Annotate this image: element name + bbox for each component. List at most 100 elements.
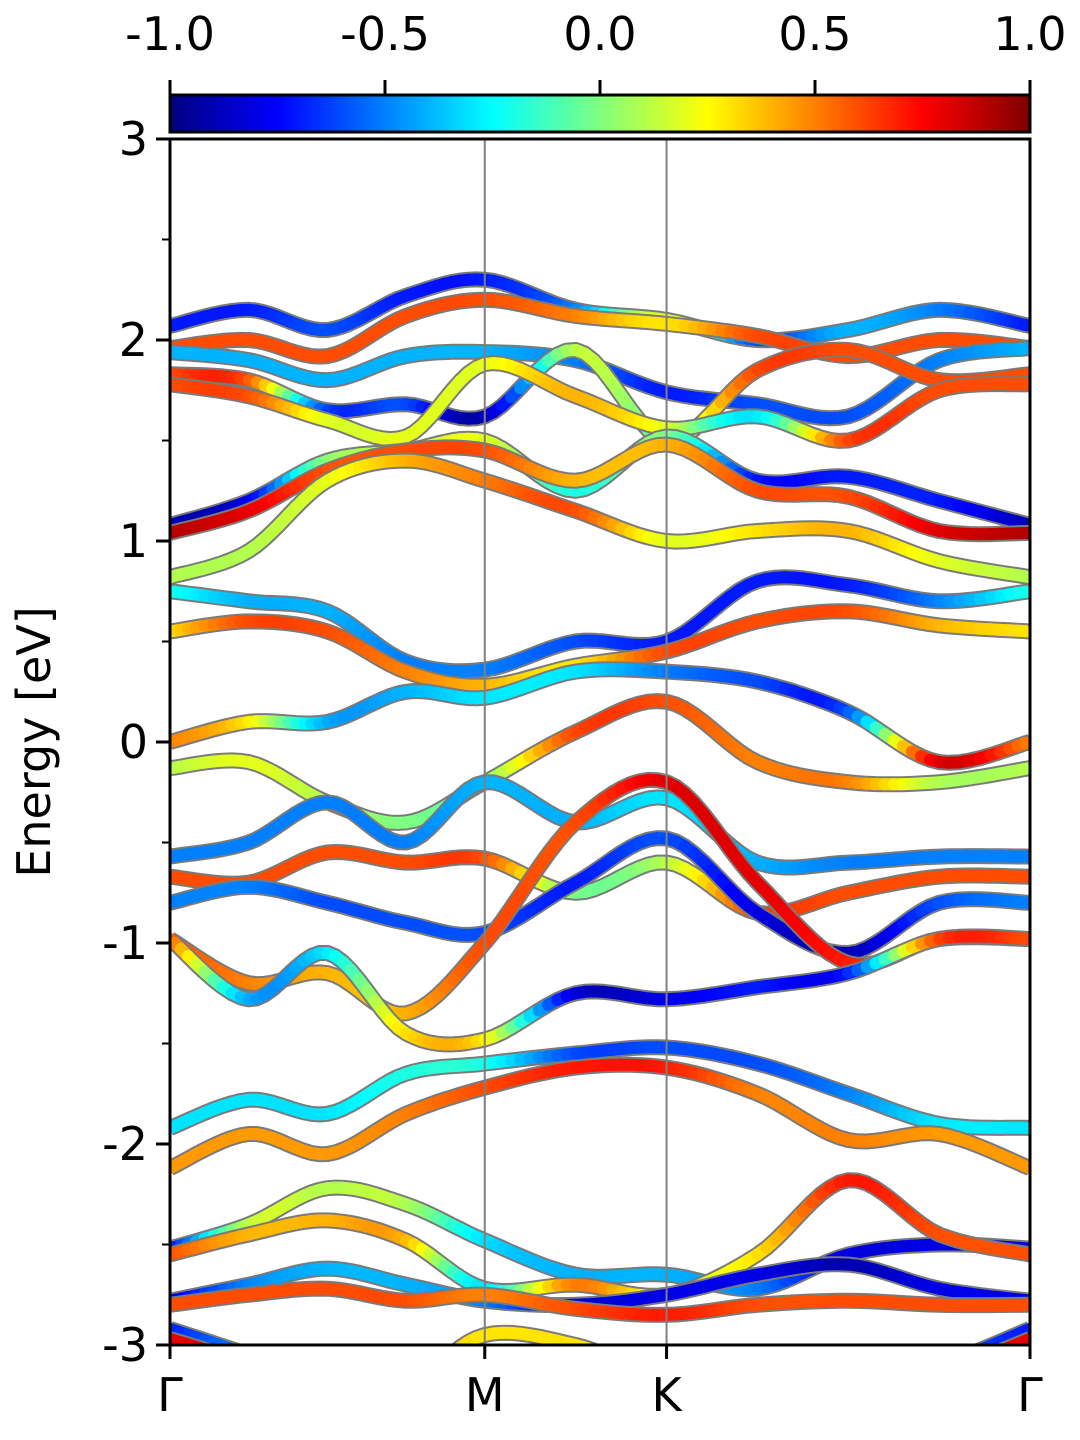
band-segment [280, 1382, 288, 1387]
bands [170, 271, 1030, 1411]
band-segment [288, 1372, 296, 1375]
band-segment [776, 1359, 785, 1362]
band-segment [621, 1398, 630, 1400]
band-segment [739, 1355, 748, 1356]
band-segment [594, 1390, 603, 1393]
band-segment [429, 1366, 437, 1372]
band-segment [767, 1386, 776, 1388]
band-segment [876, 1382, 885, 1384]
band [170, 341, 1030, 449]
band [170, 569, 1030, 680]
band-segment [249, 1365, 257, 1369]
band-segment [903, 1386, 912, 1390]
band-segment [694, 1368, 703, 1371]
band-segment [453, 1341, 466, 1345]
band-segment [857, 1385, 866, 1386]
band-segment [830, 1404, 839, 1405]
band-segment [429, 1389, 437, 1394]
colorbar: -1.0 -0.5 0.0 0.5 1.0 [125, 7, 1067, 134]
colorbar-gradient [168, 93, 1032, 134]
band-segment [249, 1355, 257, 1358]
band-segment [785, 1362, 794, 1366]
band-segment [821, 1378, 830, 1381]
band-segment [603, 1354, 612, 1358]
band-segment [264, 1361, 272, 1364]
band-segment [406, 1403, 414, 1406]
band-segment [990, 1351, 1000, 1355]
band-segment [351, 1410, 359, 1411]
band-segment [903, 1374, 912, 1377]
band-segment [758, 1355, 767, 1356]
band-segment [437, 1384, 445, 1389]
band-segment [980, 1355, 990, 1359]
band-segment [375, 1390, 383, 1391]
band-segment [794, 1366, 803, 1370]
band-segment [812, 1374, 821, 1378]
x-tick-label: Γ [1017, 1368, 1043, 1422]
band-segment [921, 1379, 930, 1383]
band-segment [476, 1365, 484, 1367]
band-segment [949, 1368, 959, 1372]
band-segment [969, 1359, 980, 1363]
band-segment [959, 1354, 970, 1358]
band-segment [223, 1355, 232, 1358]
band-segment [621, 1362, 630, 1366]
band-segment [351, 1389, 359, 1390]
band-segment [912, 1371, 921, 1374]
band-segment [591, 1344, 597, 1345]
band-segment [383, 1389, 391, 1390]
band-segment [241, 1362, 249, 1365]
band-segment [493, 1365, 502, 1366]
band-segment [885, 1379, 894, 1381]
band-segment [639, 1369, 648, 1372]
colorbar-tick-label: 1.0 [993, 7, 1066, 61]
band-segment [383, 1409, 391, 1410]
band-segment [422, 1372, 430, 1378]
band-segment [712, 1362, 721, 1365]
band-segment [579, 1341, 597, 1345]
band-segment [721, 1390, 730, 1393]
band-segment [320, 1403, 328, 1406]
band-segment [739, 1386, 748, 1388]
band-segment [264, 1373, 272, 1378]
band-segment [343, 1409, 351, 1410]
band-segment [876, 1397, 885, 1400]
colorbar-ticks: -1.0 -0.5 0.0 0.5 1.0 [125, 7, 1067, 95]
y-tick-label: -3 [102, 1318, 148, 1372]
band-segment [335, 1387, 343, 1388]
band-segment [272, 1365, 280, 1369]
band-segment [576, 1385, 585, 1387]
band-segment [939, 1362, 949, 1365]
band-segment [320, 1383, 328, 1385]
band-segment [612, 1358, 621, 1362]
band-segment [539, 1374, 548, 1377]
band-segment [452, 1374, 460, 1379]
band [170, 291, 1030, 365]
band-segment [959, 1364, 970, 1368]
y-tick-label: 3 [119, 112, 148, 166]
band-segment [414, 1399, 422, 1403]
band-segment [304, 1396, 312, 1400]
band [170, 693, 1030, 831]
band [170, 1172, 1030, 1304]
band-segment [939, 1372, 949, 1376]
band-segment [335, 1407, 343, 1408]
y-tick-label: 0 [119, 715, 148, 769]
band-segment [567, 1383, 576, 1385]
band-segment [312, 1400, 320, 1403]
band-segment [857, 1403, 866, 1405]
band-segment [548, 1377, 557, 1380]
band-segment [390, 1407, 398, 1408]
band-segment [630, 1400, 639, 1402]
band [170, 830, 1030, 961]
band-segment [639, 1402, 648, 1404]
band-segment [894, 1390, 903, 1394]
colorbar-tick-label: -1.0 [125, 7, 215, 61]
band-segment [894, 1377, 903, 1380]
band-segment [812, 1399, 821, 1402]
band-segment [685, 1401, 694, 1403]
band-segment [930, 1365, 939, 1368]
x-tick-label: K [651, 1368, 683, 1422]
